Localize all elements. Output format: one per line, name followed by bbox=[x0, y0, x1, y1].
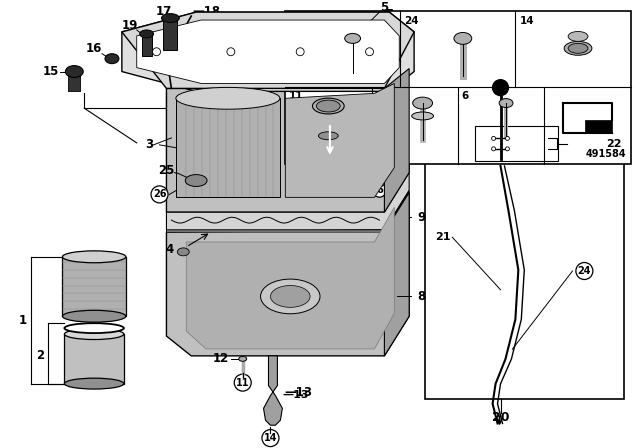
Bar bbox=[63, 257, 126, 316]
Text: 6: 6 bbox=[376, 185, 383, 195]
Text: 16: 16 bbox=[86, 42, 102, 55]
Circle shape bbox=[365, 48, 374, 56]
Text: —13: —13 bbox=[284, 386, 312, 399]
Ellipse shape bbox=[65, 329, 124, 340]
Text: 23: 23 bbox=[522, 144, 536, 154]
Bar bbox=[68, 72, 80, 91]
Polygon shape bbox=[385, 69, 409, 212]
Ellipse shape bbox=[271, 285, 310, 307]
Ellipse shape bbox=[454, 32, 472, 44]
Ellipse shape bbox=[63, 251, 126, 263]
Text: 5: 5 bbox=[380, 0, 388, 13]
Ellipse shape bbox=[319, 132, 338, 140]
Ellipse shape bbox=[161, 13, 179, 22]
Bar bbox=[163, 18, 177, 50]
Ellipse shape bbox=[176, 87, 280, 109]
Text: 11: 11 bbox=[236, 378, 250, 388]
Text: 10: 10 bbox=[376, 101, 390, 111]
Polygon shape bbox=[177, 98, 280, 198]
Polygon shape bbox=[586, 120, 612, 133]
Polygon shape bbox=[285, 83, 394, 198]
Text: 12: 12 bbox=[213, 352, 229, 365]
Circle shape bbox=[492, 147, 495, 151]
Text: 26: 26 bbox=[293, 16, 308, 26]
Text: 11: 11 bbox=[289, 91, 303, 101]
Polygon shape bbox=[186, 207, 394, 349]
Bar bbox=[474, 126, 559, 161]
Text: 17: 17 bbox=[156, 4, 172, 17]
Text: 7: 7 bbox=[376, 91, 383, 101]
Text: 5: 5 bbox=[385, 8, 394, 21]
Text: 23: 23 bbox=[522, 134, 536, 143]
Text: 1: 1 bbox=[19, 314, 27, 327]
Ellipse shape bbox=[65, 378, 124, 389]
Text: 4: 4 bbox=[165, 243, 173, 256]
Ellipse shape bbox=[412, 112, 433, 120]
Ellipse shape bbox=[413, 97, 433, 109]
Circle shape bbox=[493, 80, 508, 95]
Ellipse shape bbox=[345, 34, 360, 43]
Bar bbox=[141, 34, 152, 56]
Text: 14: 14 bbox=[520, 16, 534, 26]
Text: 8: 8 bbox=[417, 290, 425, 303]
Circle shape bbox=[152, 48, 161, 56]
Polygon shape bbox=[166, 192, 409, 356]
Text: 2: 2 bbox=[36, 349, 45, 362]
Ellipse shape bbox=[260, 279, 320, 314]
Ellipse shape bbox=[568, 43, 588, 53]
Ellipse shape bbox=[65, 65, 83, 78]
Text: 24: 24 bbox=[404, 16, 419, 26]
Ellipse shape bbox=[185, 175, 207, 186]
Ellipse shape bbox=[177, 248, 189, 256]
Polygon shape bbox=[264, 356, 282, 425]
Text: 6: 6 bbox=[173, 47, 180, 57]
Polygon shape bbox=[385, 192, 409, 356]
Circle shape bbox=[492, 137, 495, 140]
Text: 24: 24 bbox=[578, 266, 591, 276]
Ellipse shape bbox=[312, 98, 344, 114]
Ellipse shape bbox=[63, 310, 126, 322]
Polygon shape bbox=[166, 69, 409, 212]
Text: 3: 3 bbox=[145, 138, 154, 151]
Ellipse shape bbox=[140, 30, 154, 38]
Text: 7: 7 bbox=[396, 168, 403, 177]
Polygon shape bbox=[122, 12, 414, 88]
Bar bbox=[424, 62, 625, 399]
Ellipse shape bbox=[568, 31, 588, 41]
Circle shape bbox=[296, 48, 304, 56]
Text: 25: 25 bbox=[158, 164, 175, 177]
Text: 20: 20 bbox=[492, 410, 509, 423]
Text: 10: 10 bbox=[189, 262, 203, 271]
Text: 26: 26 bbox=[153, 190, 166, 199]
Text: 14: 14 bbox=[264, 433, 277, 443]
Bar bbox=[319, 114, 338, 136]
Text: 491584: 491584 bbox=[586, 149, 627, 159]
Text: 6: 6 bbox=[462, 91, 469, 101]
Text: 19: 19 bbox=[122, 19, 138, 33]
Circle shape bbox=[506, 147, 509, 151]
Text: 9: 9 bbox=[417, 211, 425, 224]
Ellipse shape bbox=[316, 100, 340, 112]
Circle shape bbox=[506, 137, 509, 140]
Circle shape bbox=[227, 48, 235, 56]
Ellipse shape bbox=[239, 356, 246, 362]
Polygon shape bbox=[122, 12, 414, 91]
Text: —18: —18 bbox=[192, 4, 220, 17]
Text: 21: 21 bbox=[435, 232, 450, 242]
Ellipse shape bbox=[105, 54, 119, 64]
Text: 7: 7 bbox=[396, 133, 403, 143]
Text: 22: 22 bbox=[606, 138, 621, 149]
Ellipse shape bbox=[499, 99, 513, 108]
Ellipse shape bbox=[65, 323, 124, 333]
Polygon shape bbox=[166, 190, 409, 232]
Ellipse shape bbox=[564, 41, 592, 55]
Text: 22: 22 bbox=[568, 138, 583, 149]
Text: —13: —13 bbox=[282, 391, 308, 401]
Bar bbox=[65, 334, 124, 383]
Bar bbox=[285, 11, 630, 164]
Polygon shape bbox=[166, 172, 409, 230]
Polygon shape bbox=[137, 20, 399, 83]
Text: 15: 15 bbox=[42, 65, 59, 78]
